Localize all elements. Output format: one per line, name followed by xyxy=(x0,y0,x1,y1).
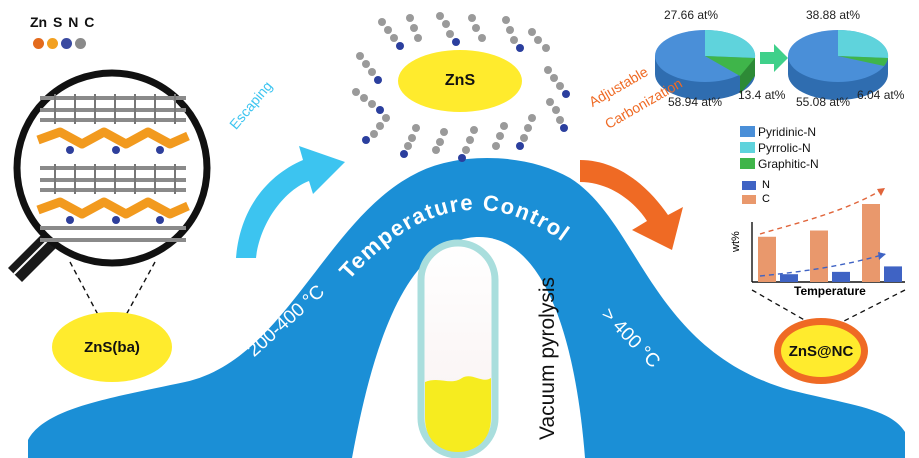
zns-ba-particle: ZnS(ba) xyxy=(52,312,172,382)
zns-nc-particle: ZnS@NC xyxy=(774,318,868,384)
tube-powder xyxy=(425,376,491,452)
magnifier-handle xyxy=(8,230,60,282)
zn-atom-icon xyxy=(33,38,44,49)
zns-particle: ZnS xyxy=(398,50,522,112)
legend-graphitic: Graphitic-N xyxy=(740,157,819,171)
bar-n-2 xyxy=(832,271,850,282)
pie-after-graphitic: 6.04 at% xyxy=(857,88,905,102)
c-atom-icon xyxy=(75,38,86,49)
bar-chart xyxy=(742,181,905,283)
bar-c-2 xyxy=(810,230,828,282)
pie-arrow xyxy=(760,44,788,72)
legend-pyridinic: Pyridinic-N xyxy=(740,125,816,139)
pie-before-graphitic: 13.4 at% xyxy=(738,88,786,102)
element-legend-label: Zn S N C xyxy=(30,14,95,30)
bar-legend-c: C xyxy=(762,193,770,205)
pie-after xyxy=(788,29,889,100)
n-atom-icon xyxy=(61,38,72,49)
pie-before-pyridinic: 58.94 at% xyxy=(668,95,723,109)
legend-pyrrolic: Pyrrolic-N xyxy=(740,141,811,155)
bar-chart-ylabel: wt% xyxy=(730,231,742,252)
pie-before xyxy=(655,29,756,100)
escaping-arrow xyxy=(236,146,345,258)
carbonization-arrow xyxy=(580,160,683,250)
bar-n-1 xyxy=(780,274,798,282)
s-atom-icon xyxy=(47,38,58,49)
pie-after-pyrrolic: 38.88 at% xyxy=(806,8,861,22)
bar-n-3 xyxy=(884,266,902,282)
escaping-molecules xyxy=(352,12,570,162)
bar-c-3 xyxy=(862,204,880,282)
vacuum-pyrolysis-label: Vacuum pyrolysis xyxy=(536,277,559,440)
pie-before-pyrrolic: 27.66 at% xyxy=(664,8,719,22)
crystal-structure-icon xyxy=(36,94,190,242)
bar-chart-xlabel: Temperature xyxy=(794,284,866,298)
bar-legend-n: N xyxy=(762,179,770,191)
pie-after-pyridinic: 55.08 at% xyxy=(796,95,851,109)
bar-c-1 xyxy=(758,236,776,282)
